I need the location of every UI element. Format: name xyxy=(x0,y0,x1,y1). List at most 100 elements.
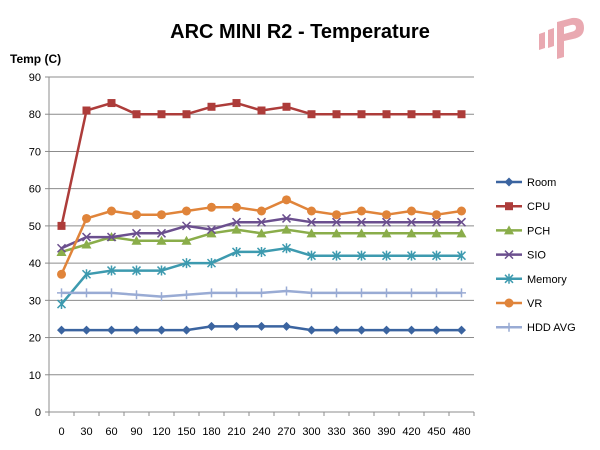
data-point xyxy=(132,325,141,335)
legend-marker xyxy=(504,250,514,260)
legend-label: CPU xyxy=(527,201,550,213)
legend-label: HDD AVG xyxy=(527,322,576,334)
data-point xyxy=(231,224,242,234)
data-point xyxy=(82,213,91,223)
data-point xyxy=(156,265,167,276)
data-point xyxy=(232,202,241,212)
series-vr xyxy=(57,195,466,279)
data-point xyxy=(281,243,292,254)
data-point xyxy=(57,325,66,335)
legend-item: HDD AVG xyxy=(496,322,576,334)
data-point xyxy=(131,265,142,276)
data-point xyxy=(231,246,242,257)
x-tick-label: 360 xyxy=(352,426,370,438)
data-point xyxy=(82,106,91,115)
data-point xyxy=(181,221,192,231)
data-point xyxy=(332,325,341,335)
data-point xyxy=(432,210,441,220)
data-point xyxy=(107,325,116,335)
data-point xyxy=(207,288,216,298)
data-point xyxy=(56,246,67,256)
y-tick-label: 0 xyxy=(35,407,41,419)
series-hdd-avg xyxy=(57,286,466,302)
x-tick-label: 210 xyxy=(227,426,245,438)
data-point xyxy=(131,228,142,238)
legend-label: Room xyxy=(527,177,556,189)
data-point xyxy=(331,250,342,261)
logo-bar-1 xyxy=(539,32,545,50)
data-point xyxy=(57,269,66,279)
data-point xyxy=(156,235,167,245)
x-tick-label: 150 xyxy=(177,426,195,438)
data-point xyxy=(56,243,67,253)
data-point xyxy=(407,288,416,298)
data-point xyxy=(356,228,367,238)
data-point xyxy=(182,290,191,300)
data-point xyxy=(82,325,91,335)
data-point xyxy=(256,246,267,257)
data-point xyxy=(181,235,192,245)
series-cpu xyxy=(57,99,466,230)
data-point xyxy=(432,288,441,298)
series-sio xyxy=(56,213,467,253)
legend-marker xyxy=(504,273,514,284)
data-point xyxy=(457,325,466,335)
data-point xyxy=(106,232,117,242)
x-tick-label: 330 xyxy=(327,426,345,438)
data-point xyxy=(157,110,166,119)
chart-title: ARC MINI R2 - Temperature xyxy=(170,21,430,43)
data-point xyxy=(81,269,92,280)
x-tick-label: 270 xyxy=(277,426,295,438)
data-point xyxy=(107,206,116,216)
data-point xyxy=(81,232,92,242)
legend-marker xyxy=(505,202,513,211)
data-point xyxy=(356,250,367,261)
data-point xyxy=(107,99,116,108)
x-tick-label: 420 xyxy=(402,426,420,438)
data-point xyxy=(181,258,192,269)
data-point xyxy=(356,217,367,227)
data-point xyxy=(156,228,167,238)
data-point xyxy=(381,217,392,227)
data-point xyxy=(256,217,267,227)
data-point xyxy=(281,224,292,234)
data-point xyxy=(306,217,317,227)
data-point xyxy=(206,228,217,238)
data-point xyxy=(182,110,191,119)
legend-label: PCH xyxy=(527,225,550,237)
data-point xyxy=(282,321,291,331)
legend-item: CPU xyxy=(496,201,550,213)
data-point xyxy=(232,288,241,298)
brand-logo xyxy=(539,17,584,60)
legend-item: VR xyxy=(496,298,542,310)
series-pch xyxy=(56,224,467,256)
axes: 0 10 20 30 40 50 60 70 80 90 0 30 60 90 120 150 180 210 24… xyxy=(29,72,475,438)
data-point xyxy=(282,102,291,111)
data-point xyxy=(282,195,291,205)
data-point xyxy=(57,221,66,230)
data-point xyxy=(457,110,466,119)
data-point xyxy=(257,206,266,216)
y-tick-label: 40 xyxy=(29,258,41,270)
data-point xyxy=(331,217,342,227)
x-tick-label: 390 xyxy=(377,426,395,438)
data-point xyxy=(206,258,217,269)
logo-bar-2 xyxy=(548,28,554,48)
legend-label: Memory xyxy=(527,274,567,286)
y-tick-label: 90 xyxy=(29,72,41,84)
data-point xyxy=(332,210,341,220)
y-tick-label: 60 xyxy=(29,184,41,196)
data-point xyxy=(206,225,217,235)
y-tick-label: 20 xyxy=(29,333,41,345)
data-point xyxy=(132,290,141,300)
data-point xyxy=(431,217,442,227)
data-point xyxy=(182,325,191,335)
data-point xyxy=(307,110,316,119)
data-point xyxy=(207,202,216,212)
data-point xyxy=(332,110,341,119)
legend-marker xyxy=(504,298,514,308)
data-point xyxy=(456,250,467,261)
data-point xyxy=(357,288,366,298)
legend: Room CPU PCH SIO Memory VR HDD AVG xyxy=(496,177,576,334)
